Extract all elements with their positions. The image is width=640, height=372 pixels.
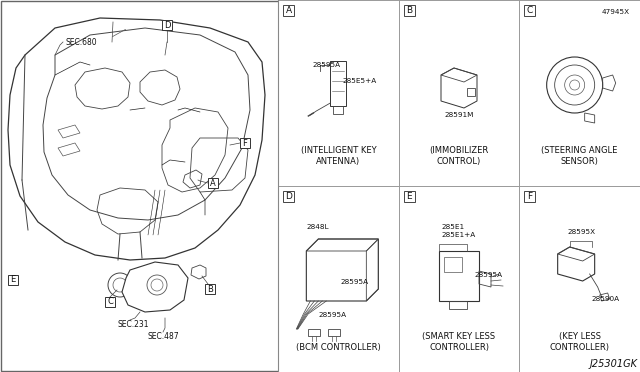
Text: C: C — [107, 298, 113, 307]
Bar — [404, 191, 415, 202]
Text: (INTELLIGENT KEY
ANTENNA): (INTELLIGENT KEY ANTENNA) — [301, 146, 376, 166]
Text: F: F — [243, 138, 248, 148]
Bar — [240, 138, 250, 148]
Text: (IMMOBILIZER
CONTROL): (IMMOBILIZER CONTROL) — [429, 146, 488, 166]
Bar — [205, 284, 215, 294]
Text: E: E — [406, 192, 412, 201]
Text: E: E — [10, 276, 15, 285]
Text: 28595A: 28595A — [474, 272, 502, 278]
Text: J25301GK: J25301GK — [590, 359, 638, 369]
Text: (KEY LESS
CONTROLLER): (KEY LESS CONTROLLER) — [550, 332, 610, 352]
Bar — [8, 275, 18, 285]
Bar — [449, 301, 467, 309]
Bar — [519, 186, 640, 372]
Text: D: D — [164, 20, 170, 29]
Text: SEC.487: SEC.487 — [148, 332, 180, 341]
Bar — [404, 5, 415, 16]
Text: B: B — [207, 285, 213, 294]
Bar — [162, 20, 172, 30]
Text: 28595X: 28595X — [568, 229, 596, 235]
Polygon shape — [8, 18, 265, 260]
Bar — [399, 186, 519, 372]
Text: 28590A: 28590A — [591, 296, 620, 302]
Bar — [524, 5, 535, 16]
Text: 28595A: 28595A — [312, 62, 340, 68]
Text: 28595A: 28595A — [318, 312, 346, 318]
Text: 285E1: 285E1 — [441, 224, 464, 230]
Bar — [208, 178, 218, 188]
Bar — [524, 191, 535, 202]
Text: 28595A: 28595A — [340, 279, 369, 285]
Bar — [328, 329, 340, 336]
Text: 47945X: 47945X — [602, 9, 630, 15]
Text: D: D — [285, 192, 292, 201]
Bar — [278, 0, 399, 186]
Text: 2848L: 2848L — [307, 224, 329, 230]
Text: A: A — [210, 179, 216, 187]
Bar — [278, 186, 399, 372]
Bar — [444, 257, 462, 272]
Text: 285E5+A: 285E5+A — [342, 78, 376, 84]
Text: SEC.680: SEC.680 — [65, 38, 97, 46]
Text: F: F — [527, 192, 532, 201]
Text: A: A — [285, 6, 292, 15]
Bar — [283, 5, 294, 16]
Text: B: B — [406, 6, 412, 15]
Bar — [308, 329, 321, 336]
Bar — [467, 88, 475, 96]
Bar — [330, 61, 346, 106]
Text: 285E1+A: 285E1+A — [441, 232, 476, 238]
Text: C: C — [527, 6, 533, 15]
Bar — [283, 191, 294, 202]
Text: 28591M: 28591M — [444, 112, 474, 118]
Bar — [519, 0, 640, 186]
Text: (SMART KEY LESS
CONTROLLER): (SMART KEY LESS CONTROLLER) — [422, 332, 495, 352]
Text: (STEERING ANGLE
SENSOR): (STEERING ANGLE SENSOR) — [541, 146, 618, 166]
Bar — [399, 0, 519, 186]
Bar — [333, 106, 343, 114]
Text: (BCM CONTROLLER): (BCM CONTROLLER) — [296, 343, 381, 352]
Bar — [105, 297, 115, 307]
Polygon shape — [122, 262, 188, 312]
Polygon shape — [191, 265, 206, 279]
Circle shape — [108, 273, 132, 297]
Text: SEC.231: SEC.231 — [118, 320, 150, 329]
